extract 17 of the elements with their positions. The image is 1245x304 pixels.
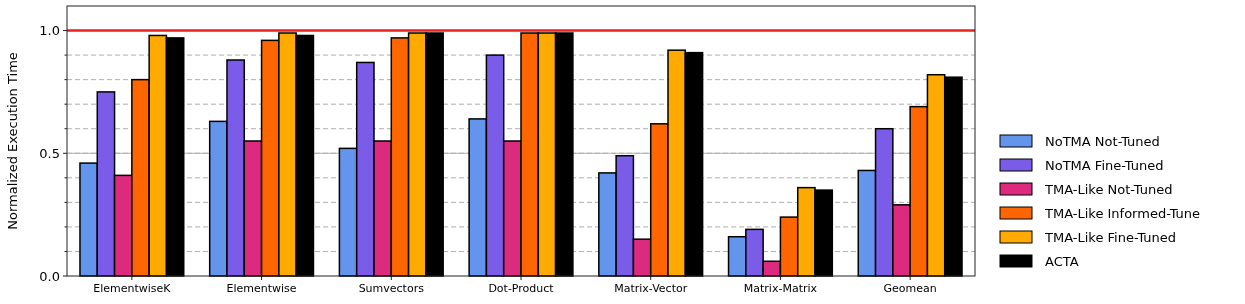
x-tick-label: Matrix-Matrix <box>743 282 818 295</box>
y-axis-title: Normalized Execution Time <box>5 52 20 230</box>
legend-label: ACTA <box>1045 253 1079 269</box>
legend-label: TMA-Like Informed-Tune <box>1044 205 1201 221</box>
legend-label: TMA-Like Not-Tuned <box>1044 181 1173 197</box>
legend-label: NoTMA Not-Tuned <box>1045 133 1160 149</box>
x-tick-label: ElementwiseK <box>93 282 172 295</box>
x-tick-label: Geomean <box>883 282 937 295</box>
x-tick-label: Sumvectors <box>358 282 425 295</box>
y-tick-label: 0.0 <box>39 268 60 284</box>
x-tick-label: Dot-Product <box>488 282 555 295</box>
y-tick-label: 0.5 <box>39 145 60 161</box>
y-tick-label: 1.0 <box>39 23 60 39</box>
x-tick-label: Matrix-Vector <box>614 282 688 295</box>
legend-label: NoTMA Fine-Tuned <box>1045 157 1164 173</box>
x-tick-label: Elementwise <box>226 282 297 295</box>
legend-label: TMA-Like Fine-Tuned <box>1044 229 1177 245</box>
